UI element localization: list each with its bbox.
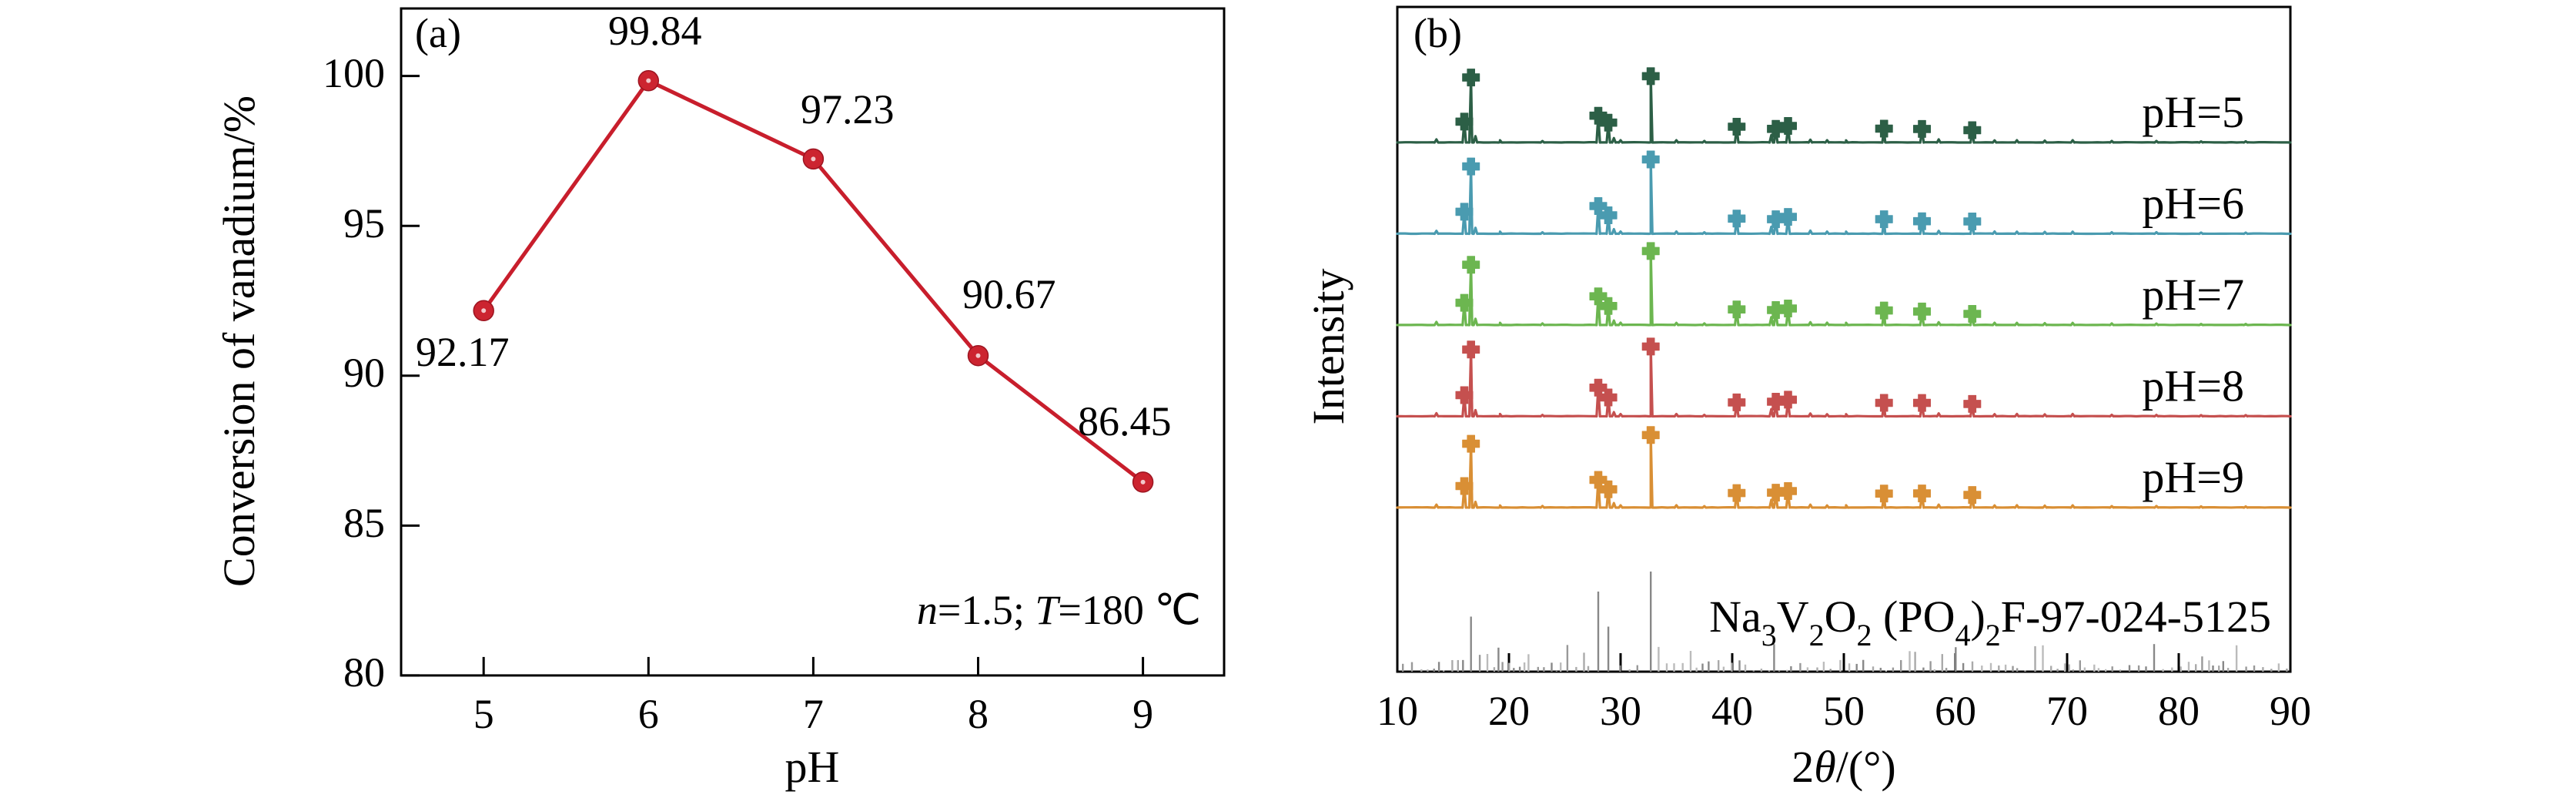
svg-text:pH=9: pH=9 [2142,452,2244,502]
svg-text:40: 40 [1711,688,1753,734]
svg-text:80: 80 [343,649,385,696]
svg-text:5: 5 [473,691,494,737]
svg-text:pH=5: pH=5 [2142,87,2244,137]
svg-text:95: 95 [343,200,385,246]
svg-text:pH: pH [785,742,840,792]
svg-text:Conversion of vanadium/%: Conversion of vanadium/% [214,96,264,587]
svg-text:60: 60 [1935,688,1976,734]
svg-text:pH=6: pH=6 [2142,179,2244,229]
svg-text:30: 30 [1600,688,1641,734]
svg-text:6: 6 [638,691,659,737]
svg-text:20: 20 [1488,688,1530,734]
svg-text:8: 8 [968,691,989,737]
svg-text:97.23: 97.23 [801,86,895,132]
svg-text:70: 70 [2046,688,2088,734]
svg-text:50: 50 [1823,688,1865,734]
svg-text:90.67: 90.67 [962,271,1056,317]
svg-text:Na3V2O2 (PO4)2F-97-024-5125: Na3V2O2 (PO4)2F-97-024-5125 [1709,592,2271,652]
svg-text:90: 90 [2270,688,2311,734]
svg-text:100: 100 [323,50,385,96]
svg-text:(b): (b) [1413,10,1462,56]
svg-text:10: 10 [1377,688,1418,734]
svg-text:2θ/(°): 2θ/(°) [1791,742,1895,792]
svg-text:pH=7: pH=7 [2142,270,2244,320]
svg-text:7: 7 [803,691,824,737]
svg-text:86.45: 86.45 [1078,398,1172,444]
svg-text:Intensity: Intensity [1303,269,1353,425]
svg-text:n=1.5; T=180 ℃: n=1.5; T=180 ℃ [917,587,1201,633]
svg-text:pH=8: pH=8 [2142,361,2244,411]
svg-text:85: 85 [343,500,385,546]
svg-text:92.17: 92.17 [416,329,510,375]
svg-text:99.84: 99.84 [608,8,702,54]
svg-text:80: 80 [2158,688,2200,734]
svg-text:(a): (a) [415,10,461,56]
svg-text:90: 90 [343,350,385,396]
svg-text:9: 9 [1132,691,1153,737]
